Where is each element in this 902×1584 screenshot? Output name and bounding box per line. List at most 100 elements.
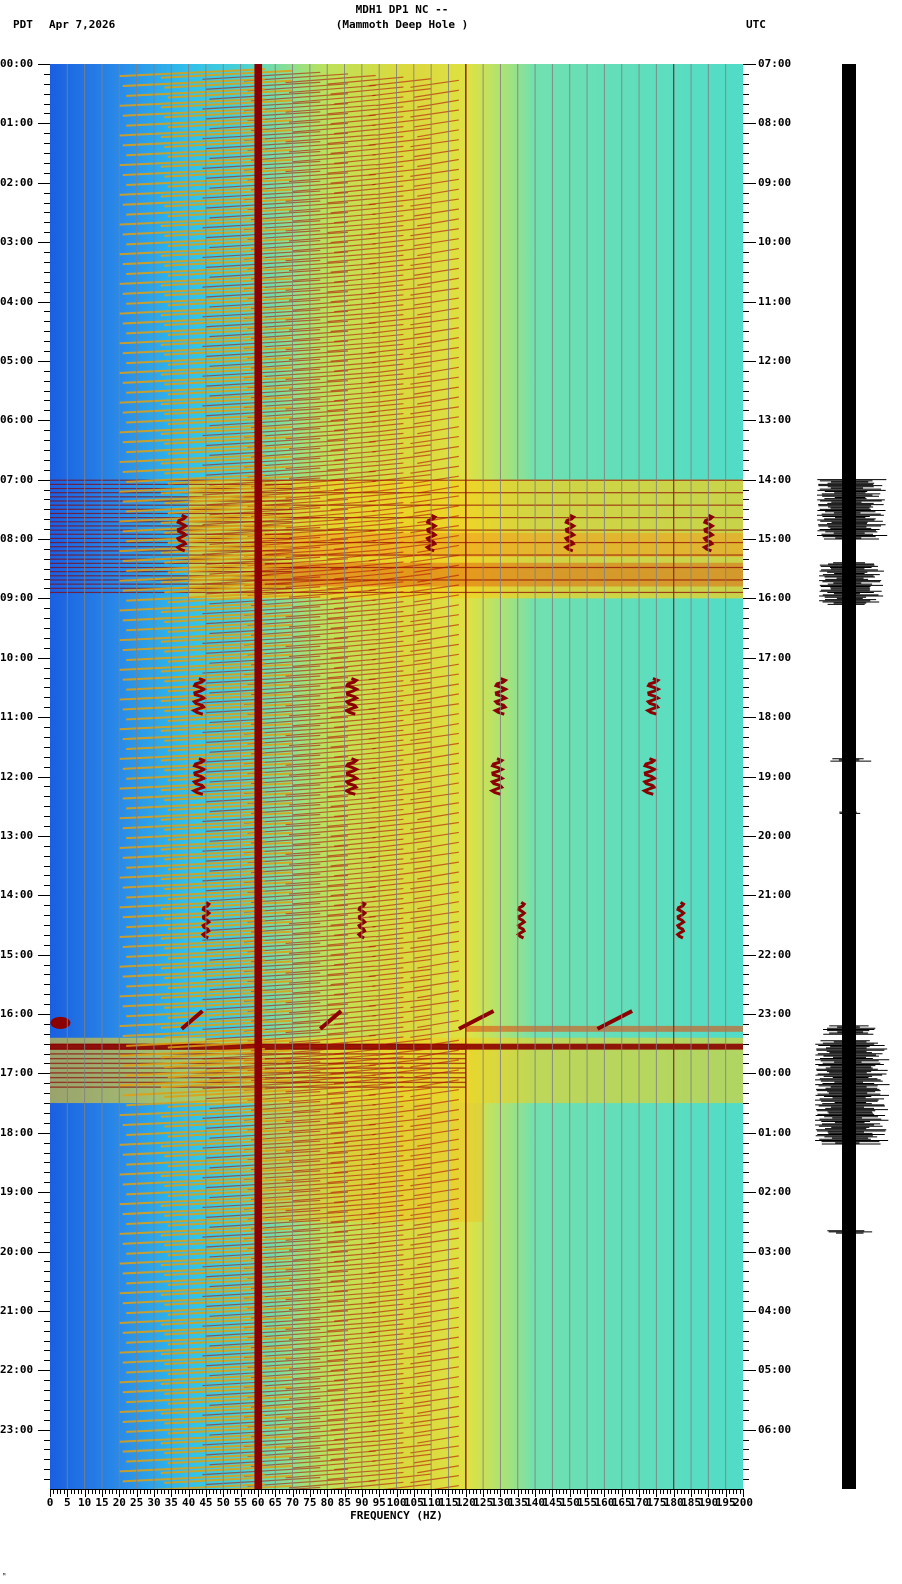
y-tick	[743, 420, 756, 422]
y-tick	[38, 301, 50, 303]
x-tick	[611, 1489, 613, 1494]
x-tick	[101, 1489, 103, 1497]
x-tick	[271, 1489, 273, 1494]
y-tick-label-left: 02:00	[0, 175, 34, 189]
x-tick	[205, 1489, 207, 1497]
y-tick	[743, 162, 749, 164]
y-tick	[743, 1291, 749, 1293]
y-tick-label-left: 01:00	[0, 116, 34, 130]
y-tick-label-right: 23:00	[758, 1007, 792, 1020]
y-tick-label-right: 20:00	[758, 828, 792, 842]
x-tick	[628, 1489, 630, 1494]
y-tick	[44, 994, 50, 996]
y-tick	[44, 1033, 50, 1035]
x-tick	[233, 1489, 235, 1494]
y-tick	[38, 776, 50, 778]
x-tick-label: 70	[285, 1496, 300, 1509]
x-tick	[361, 1489, 363, 1497]
x-tick	[649, 1489, 651, 1494]
y-tick	[38, 598, 50, 600]
y-tick	[44, 558, 50, 560]
x-tick	[531, 1489, 533, 1494]
x-tick	[569, 1489, 571, 1497]
x-tick	[167, 1489, 169, 1494]
y-tick	[743, 1093, 749, 1095]
y-tick	[38, 539, 50, 540]
x-tick	[316, 1489, 318, 1494]
y-tick	[44, 796, 50, 798]
x-tick	[337, 1489, 339, 1494]
y-tick	[44, 331, 50, 333]
x-tick	[56, 1489, 58, 1494]
y-tick	[743, 915, 749, 917]
y-tick-label-right: 18:00	[758, 710, 792, 724]
x-tick	[309, 1489, 311, 1497]
y-tick	[44, 1182, 50, 1184]
y-tick	[743, 776, 756, 778]
x-tick	[413, 1489, 415, 1497]
x-tick	[399, 1489, 401, 1494]
y-tick	[743, 430, 749, 432]
x-tick	[174, 1489, 176, 1494]
y-tick	[44, 786, 50, 788]
y-tick	[743, 153, 749, 155]
x-tick	[545, 1489, 547, 1494]
x-tick	[743, 1489, 744, 1497]
y-tick	[44, 1142, 50, 1144]
x-tick-label: 180	[663, 1496, 684, 1509]
x-tick	[254, 1489, 256, 1494]
y-tick	[743, 1360, 749, 1362]
x-tick	[542, 1489, 544, 1494]
y-tick	[44, 281, 50, 283]
y-tick	[38, 182, 50, 184]
x-tick-label: 130	[490, 1496, 511, 1509]
y-tick-label-right: 01:00	[758, 1125, 792, 1139]
x-tick	[396, 1489, 398, 1497]
y-tick-label-left: 06:00	[0, 413, 34, 427]
x-tick	[323, 1489, 325, 1494]
x-tick	[600, 1489, 602, 1494]
x-tick	[122, 1489, 124, 1494]
x-tick	[119, 1489, 121, 1497]
y-tick	[44, 647, 50, 649]
y-tick-label-right: 00:00	[758, 1066, 792, 1080]
x-tick	[704, 1489, 706, 1494]
y-tick	[743, 885, 749, 887]
y-tick	[743, 271, 749, 273]
y-tick	[38, 479, 50, 481]
x-tick	[91, 1489, 93, 1494]
y-tick	[44, 1261, 50, 1263]
y-tick	[44, 1043, 50, 1045]
y-tick-label-right: 13:00	[758, 413, 792, 427]
x-tick	[313, 1489, 315, 1494]
y-tick-label-right: 04:00	[758, 1303, 792, 1317]
y-tick	[44, 321, 50, 323]
y-tick	[743, 252, 749, 254]
x-tick	[67, 1489, 69, 1497]
y-tick	[44, 934, 50, 936]
y-tick	[743, 390, 749, 392]
x-tick	[555, 1489, 557, 1494]
y-tick-label-left: 08:00	[0, 532, 34, 545]
x-tick	[150, 1489, 152, 1494]
x-tick-label: 0	[46, 1496, 54, 1509]
x-tick-label: 25	[130, 1496, 144, 1509]
x-tick	[389, 1489, 391, 1494]
y-tick	[743, 1202, 749, 1204]
x-tick-label: 65	[268, 1496, 282, 1509]
y-tick	[44, 341, 50, 343]
y-tick	[44, 885, 50, 887]
y-tick	[743, 816, 749, 818]
x-tick	[493, 1489, 495, 1494]
y-tick	[743, 1023, 749, 1025]
y-tick	[743, 756, 749, 758]
x-tick	[320, 1489, 322, 1494]
x-tick	[496, 1489, 498, 1494]
x-tick	[521, 1489, 523, 1494]
x-tick	[53, 1489, 55, 1494]
y-tick	[743, 281, 749, 283]
x-tick	[133, 1489, 135, 1494]
x-tick	[642, 1489, 644, 1494]
station-location: (Mammoth Deep Hole )	[335, 18, 469, 31]
x-tick	[181, 1489, 183, 1494]
